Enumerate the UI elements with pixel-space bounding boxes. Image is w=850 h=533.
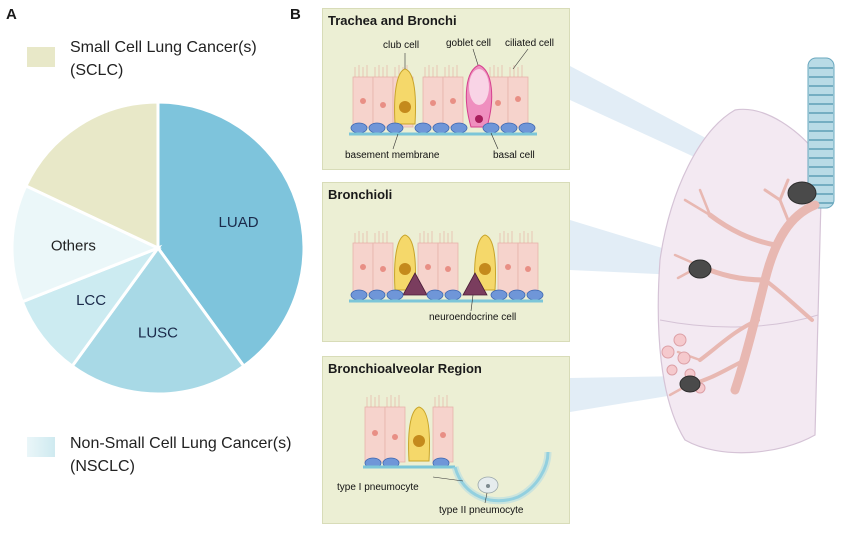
box-alveolar-title: Bronchioalveolar Region [328, 361, 482, 376]
pie-label-lcc: LCC [76, 292, 106, 309]
pie-slice-lcc [20, 244, 163, 369]
panel-label-a: A [6, 6, 17, 23]
legend-swatch-nsclc [27, 437, 55, 457]
box-alveolar: Bronchioalveolar Region type I pneumocyt… [322, 356, 570, 524]
box-bronchioli-title: Bronchioli [328, 187, 393, 202]
legend-swatch-sclc [27, 47, 55, 67]
legend-nsclc-line1: Non-Small Cell Lung Cancer(s) [70, 435, 292, 452]
beam-alveolar [570, 376, 692, 412]
pie-slice-sclc [23, 100, 160, 251]
lung-illustration [570, 57, 835, 454]
label-neuroendocrine-cell: neuroendocrine cell [429, 312, 517, 323]
pie-slice-others [10, 183, 162, 304]
label-club-cell: club cell [383, 40, 420, 51]
lung-lobe-left [657, 108, 823, 454]
pie-label-others: Others [51, 237, 96, 254]
label-type1-pneumocyte: type I pneumocyte [337, 482, 419, 493]
label-basal-cell: basal cell [493, 150, 535, 161]
label-type2-pneumocyte: type II pneumocyte [439, 505, 524, 516]
label-goblet-cell: goblet cell [446, 38, 492, 49]
pie-label-lusc: LUSC [138, 325, 178, 342]
label-ciliated-cell: ciliated cell [505, 38, 554, 49]
box-bronchioli: Bronchioli neuroendocrine cell [322, 182, 570, 342]
tumor-alveolar [679, 375, 701, 393]
pie-slice-lusc [70, 245, 246, 396]
tumors [679, 181, 817, 393]
box-trachea-title: Trachea and Bronchi [328, 13, 457, 28]
panel-label-b: B [290, 6, 301, 23]
legend-nsclc-line2: (NSCLC) [70, 458, 135, 475]
box-trachea: Trachea and Bronchi [322, 8, 570, 170]
lung-fissure [659, 314, 819, 328]
tumor-bronchiole [688, 259, 712, 279]
pie-chart: LUAD LUSC LCC Others [10, 100, 306, 396]
pie-label-luad: LUAD [219, 214, 259, 231]
tumor-bronchus [787, 181, 817, 205]
legend-sclc-line1: Small Cell Lung Cancer(s) [70, 39, 257, 56]
label-basement-membrane: basement membrane [345, 150, 440, 161]
legend-sclc-line2: (SCLC) [70, 62, 124, 79]
pie-slice-luad [156, 100, 306, 369]
